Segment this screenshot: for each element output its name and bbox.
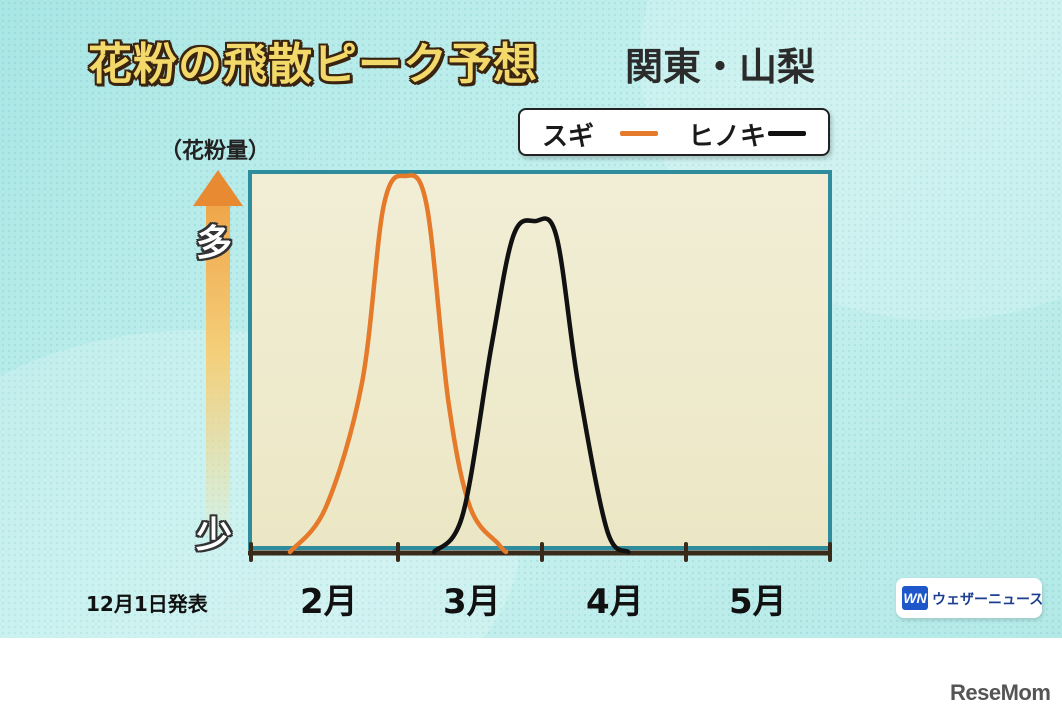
resemom-watermark: ReseMom xyxy=(950,680,1051,705)
chart-background: 花粉の飛散ピーク予想 関東・山梨 スギ ヒノキ （花粉量） 多 少 2月 3月 … xyxy=(0,0,1062,638)
legend-hinoki-swatch xyxy=(768,131,806,136)
x-tick-feb: 2月 xyxy=(300,582,358,622)
chart-svg xyxy=(248,173,832,562)
y-axis-arrow-head xyxy=(193,170,243,206)
legend-sugi-swatch xyxy=(620,131,658,136)
y-axis-label: （花粉量） xyxy=(160,139,271,164)
weathernews-mark-icon: WN xyxy=(902,586,928,610)
series-line-hinoki xyxy=(431,216,631,555)
legend: スギ ヒノキ xyxy=(518,108,830,156)
legend-sugi-label: スギ xyxy=(542,122,595,152)
plot-area xyxy=(248,170,832,550)
x-tick-may: 5月 xyxy=(729,582,787,622)
x-tick-mar: 3月 xyxy=(443,582,501,622)
y-low-label: 少 xyxy=(196,515,233,556)
legend-hinoki-label: ヒノキ xyxy=(688,122,767,152)
weathernews-name: ウェザーニュース xyxy=(932,592,1044,608)
region-label: 関東・山梨 xyxy=(625,45,816,89)
series-line-sugi xyxy=(287,173,509,555)
weathernews-logo: WN ウェザーニュース xyxy=(896,578,1044,618)
x-tick-apr: 4月 xyxy=(586,582,644,622)
chart-title: 花粉の飛散ピーク予想 xyxy=(88,39,538,90)
announcement-date: 12月1日発表 xyxy=(86,592,208,616)
y-axis-arrow-shaft xyxy=(206,205,230,535)
y-high-label: 多 xyxy=(196,223,233,264)
